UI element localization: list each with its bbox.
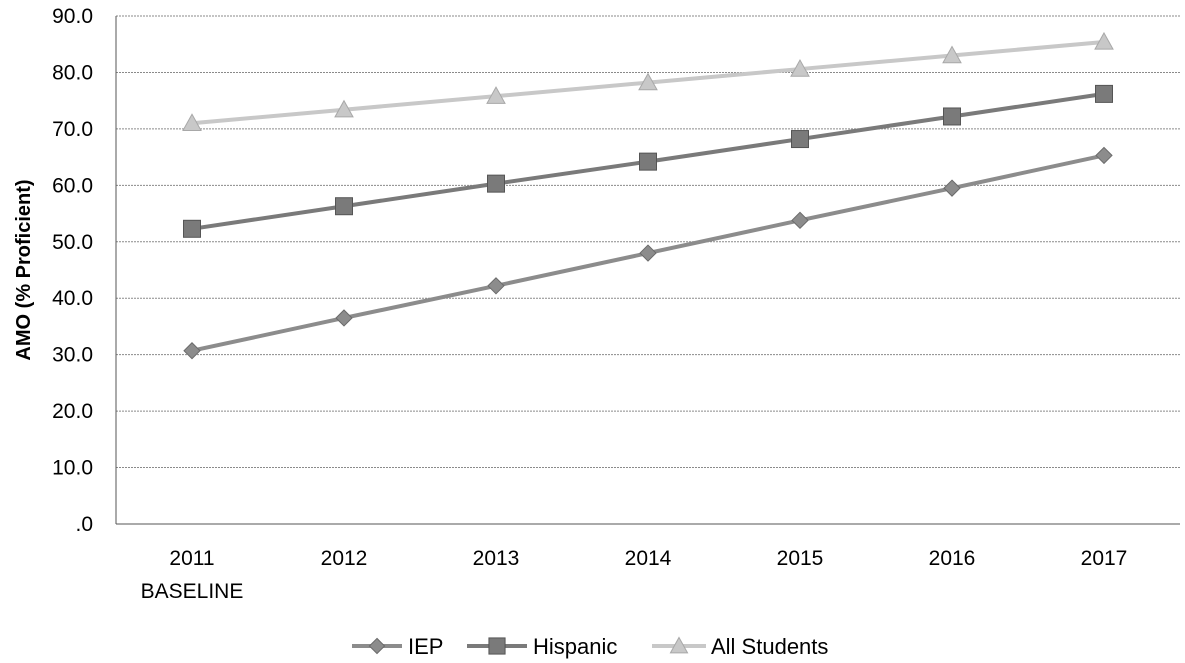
x-tick-label: 2015: [777, 547, 824, 570]
x-tick-label: 2011: [169, 547, 214, 570]
gridlines: [116, 15, 1180, 469]
data-point-iep: [943, 179, 961, 197]
data-point-iep: [1095, 146, 1113, 165]
y-axis-title: AMO (% Proficient): [13, 179, 35, 360]
legend-marker-iep: [368, 637, 386, 655]
legend-marker-hispanic: [488, 637, 506, 655]
data-point-all-students: [942, 45, 962, 64]
data-point-all-students: [1094, 31, 1114, 50]
y-tick-label: 60.0: [52, 174, 93, 197]
x-tick-labels: 2011 BASELINE 2012 2013 2014 2015 2016 2017: [141, 547, 1128, 603]
data-point-all-students: [486, 86, 506, 104]
y-tick-label: 10.0: [52, 457, 93, 480]
data-point-hispanic: [335, 197, 353, 216]
data-point-all-students: [182, 113, 202, 131]
legend-label-hispanic: Hispanic: [533, 634, 617, 659]
x-tick-label: 2013: [473, 547, 520, 570]
data-point-iep: [487, 277, 505, 295]
x-tick-sublabel: BASELINE: [141, 580, 244, 603]
legend-marker-all-students: [669, 636, 689, 654]
x-tick-label: 2016: [929, 547, 976, 570]
data-point-hispanic: [1095, 84, 1113, 103]
y-tick-label: 30.0: [52, 344, 93, 367]
data-point-iep: [183, 342, 201, 360]
x-tick-label: 2014: [625, 547, 672, 570]
y-tick-label: 50.0: [52, 231, 93, 254]
legend-label-all-students: All Students: [711, 634, 828, 659]
series-lines: [182, 31, 1114, 360]
legend-label-iep: IEP: [408, 634, 443, 659]
data-point-hispanic: [943, 107, 961, 126]
legend: IEP Hispanic All Students: [352, 634, 828, 659]
y-tick-label: 40.0: [52, 287, 93, 310]
data-point-all-students: [334, 99, 354, 118]
data-point-hispanic: [487, 174, 505, 193]
data-point-all-students: [790, 59, 810, 77]
data-point-all-students: [638, 72, 658, 91]
y-tick-label: .0: [75, 513, 93, 536]
data-point-hispanic: [791, 130, 809, 149]
data-point-hispanic: [639, 152, 657, 171]
y-tick-label: 90.0: [52, 5, 93, 28]
data-point-iep: [335, 309, 353, 327]
axes: [115, 16, 1180, 525]
data-point-hispanic: [183, 219, 201, 238]
y-tick-label: 70.0: [52, 118, 93, 141]
x-tick-label: 2012: [321, 547, 368, 570]
data-point-iep: [639, 244, 657, 262]
y-tick-label: 80.0: [52, 61, 93, 84]
y-tick-label: 20.0: [52, 400, 93, 423]
y-tick-labels: .0 10.0 20.0 30.0 40.0 50.0 60.0 70.0 80.0 90.0: [52, 5, 93, 536]
data-point-iep: [791, 211, 809, 230]
x-tick-label: 2017: [1081, 547, 1128, 570]
